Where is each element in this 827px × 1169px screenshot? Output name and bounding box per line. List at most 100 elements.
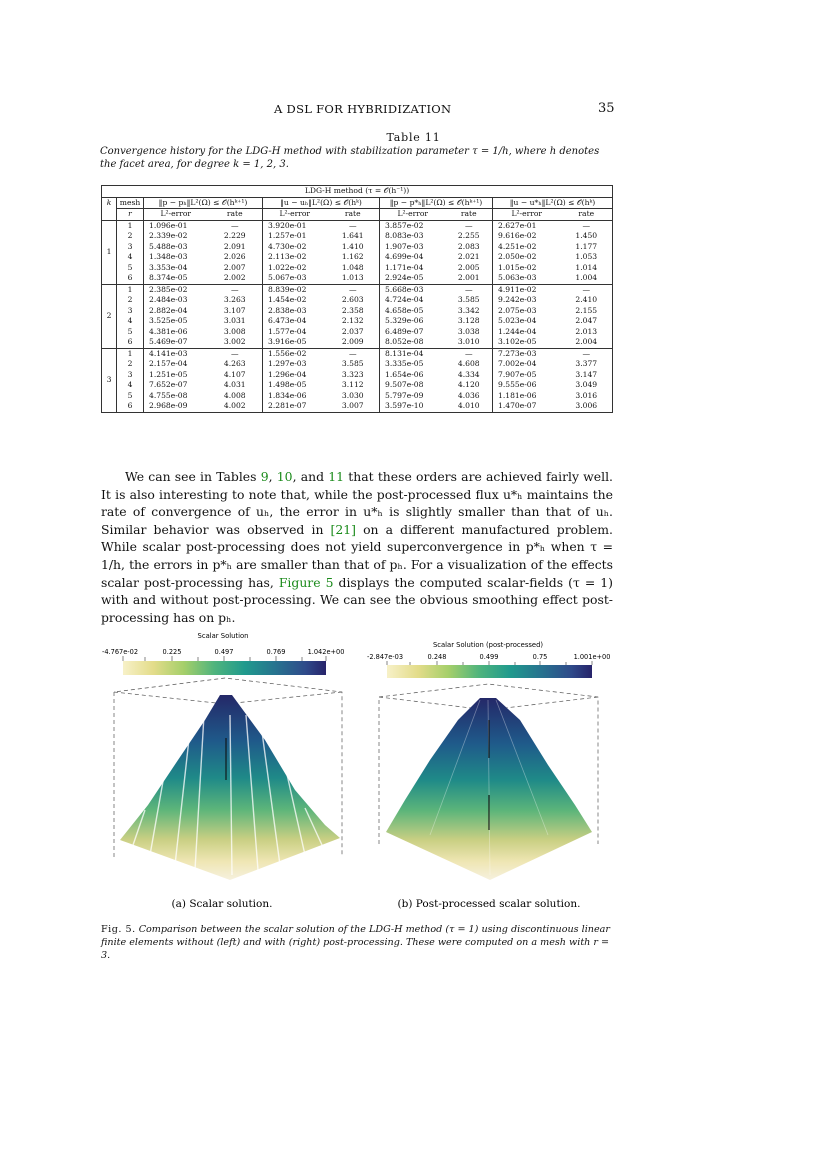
- colorbar-title-left: Scalar Solution: [198, 632, 249, 640]
- error-cell: 7.652e-07: [149, 380, 188, 389]
- rate-cell: 1.013: [326, 273, 380, 285]
- ref-table-11[interactable]: 11: [328, 469, 345, 484]
- colorbar-minor-ticks-right: [386, 661, 593, 665]
- rate-cell: 4.608: [445, 359, 493, 370]
- error-cell: 1.654e-06: [385, 369, 424, 379]
- rate-cell: 4.002: [207, 401, 263, 413]
- error-cell: 3.525e-05: [149, 316, 188, 325]
- error-cell: 1.834e-06: [268, 390, 307, 400]
- rate-cell: 3.031: [207, 316, 263, 327]
- table-row: 3 5.488e-03 2.091 4.730e-02 1.410 1.907e-03 2.…: [102, 241, 614, 252]
- rate-cell: 3.342: [445, 305, 493, 316]
- table-row: 4 3.525e-05 3.031 6.473e-04 2.132 5.329e-06 3.…: [102, 316, 614, 327]
- rate-cell: 3.008: [207, 326, 263, 337]
- rate-cell: 2.132: [326, 316, 380, 327]
- col-k: k: [101, 196, 117, 209]
- error-cell: 5.329e-06: [385, 316, 424, 325]
- rate-cell: 3.049: [560, 380, 614, 391]
- error-cell: 1.577e-04: [268, 326, 307, 336]
- table-row: 2 1 2.385e-02—8.839e-02—5.668e-03—4.911e-0…: [101, 283, 614, 349]
- rate-cell: 3.323: [326, 369, 380, 380]
- error-cell: 3.597e-10: [379, 401, 446, 413]
- error-cell: 2.339e-02: [149, 231, 188, 240]
- rate-cell: 1.641: [326, 231, 380, 242]
- error-cell: 4.699e-04: [385, 252, 424, 261]
- text-run: We can see in Tables: [125, 469, 261, 484]
- rate-cell: 2.229: [207, 231, 263, 242]
- error-cell: 5.797e-09: [385, 390, 424, 400]
- error-cell: 8.083e-03: [385, 231, 424, 240]
- method-header: LDG-H method (τ = 𝒪(h⁻¹)): [100, 185, 614, 197]
- ref-figure-5[interactable]: Figure 5: [278, 574, 334, 590]
- rate-cell: —: [207, 220, 263, 231]
- rate-cell: 3.585: [326, 359, 380, 370]
- tick-label: -4.767e-02: [102, 648, 138, 656]
- rate-cell: 2.013: [560, 326, 614, 337]
- error-cell: 1.244e-04: [498, 326, 537, 336]
- error-cell: 1.297e-03: [268, 359, 307, 368]
- rate-cell: 2.155: [560, 305, 614, 316]
- mesh-cell: 5: [116, 262, 144, 273]
- tick-label: 0.75: [533, 653, 548, 661]
- element-edges-right: [429, 699, 549, 876]
- error-cell: 2.484e-03: [149, 295, 188, 304]
- rate-cell: 4.036: [445, 390, 493, 401]
- figure-caption-text: Comparison between the scalar solution o…: [101, 924, 610, 961]
- rate-cell: 4.010: [445, 401, 493, 413]
- rate-cell: 3.128: [445, 316, 493, 327]
- error-cell: 8.131e-04: [379, 347, 446, 359]
- error-cell: 3.353e-04: [149, 262, 188, 272]
- rate-cell: 1.014: [560, 262, 614, 273]
- error-cell: 9.616e-02: [498, 231, 537, 240]
- rate-cell: 2.091: [207, 241, 263, 252]
- error-cell: 3.102e-05: [492, 337, 561, 349]
- error-cell: 3.916e-05: [262, 337, 327, 349]
- surface-plot-right: [378, 683, 599, 880]
- table-row: 6 2.968e-09 4.002 2.281e-07 3.007 3.597e-10 4.…: [102, 401, 614, 413]
- rate-cell: 3.107: [207, 305, 263, 316]
- rate-cell: 2.007: [207, 262, 263, 273]
- text-run: , and: [292, 469, 329, 484]
- rate-cell: 2.255: [445, 231, 493, 242]
- rate-cell: —: [207, 283, 263, 295]
- rate-cell: 4.107: [207, 369, 263, 380]
- mesh-cell: 1: [116, 220, 144, 231]
- table-row: 2 2.339e-02 2.229 1.257e-01 1.641 8.083e-03 2.…: [102, 231, 614, 242]
- error-cell: 1.454e-02: [268, 295, 307, 304]
- colorbar-ticks-right: -2.847e-03 0.248 0.499 0.75 1.001e+00: [367, 653, 610, 661]
- tick-label: 1.042e+00: [308, 648, 345, 656]
- ref-table-9[interactable]: 9: [260, 469, 269, 484]
- table-row: 6 8.374e-05 2.002 5.067e-03 1.013 2.924e-05 2.…: [102, 273, 614, 285]
- scalar-surface-left: [120, 695, 340, 880]
- scalar-surface-right: [386, 698, 592, 880]
- error-cell: 6.489e-07: [385, 326, 424, 336]
- error-cell: 2.924e-05: [379, 273, 446, 285]
- degree-k-cell: 1: [101, 220, 117, 285]
- mesh-cell: 4: [116, 316, 144, 327]
- error-cell: 2.050e-02: [498, 252, 537, 261]
- error-cell: 3.920e-01: [268, 220, 307, 230]
- figure-5: Scalar Solution -4.767e-02 0.225 0.497 0…: [102, 632, 610, 910]
- table-row: 1 1 1.096e-01 — 3.920e-01 — 3.857e-02 — 2.627e-0…: [101, 220, 614, 285]
- rate-cell: 3.007: [326, 401, 380, 413]
- error-cell: 9.555e-06: [498, 380, 537, 389]
- group-header: ‖u − u*ₕ‖L²(Ω) ≤ 𝒪(hᵏ): [492, 196, 614, 209]
- rate-cell: —: [326, 347, 380, 359]
- rate-cell: 3.006: [560, 401, 614, 413]
- error-cell: 1.498e-05: [268, 380, 307, 389]
- mesh-cell: 6: [116, 273, 144, 285]
- body-paragraph: We can see in Tables 9, 10, and 11 that …: [101, 468, 613, 626]
- rate-cell: 4.263: [207, 359, 263, 370]
- colorbar-minor-ticks-left: [122, 656, 327, 661]
- error-cell: 2.157e-04: [149, 359, 188, 368]
- rate-cell: 2.005: [445, 262, 493, 273]
- ref-citation-21[interactable]: [21]: [330, 521, 356, 537]
- mesh-cell: 3: [116, 369, 144, 380]
- error-cell: 4.251e-02: [498, 241, 537, 251]
- error-cell: 4.658e-05: [385, 305, 424, 315]
- ref-table-10[interactable]: 10: [276, 469, 293, 484]
- surface-plot-left: [113, 677, 343, 880]
- colorbar-left: [123, 661, 326, 675]
- group-header: ‖u − uₕ‖L²(Ω) ≤ 𝒪(hᵏ): [262, 196, 380, 209]
- error-cell: 1.296e-04: [268, 369, 307, 379]
